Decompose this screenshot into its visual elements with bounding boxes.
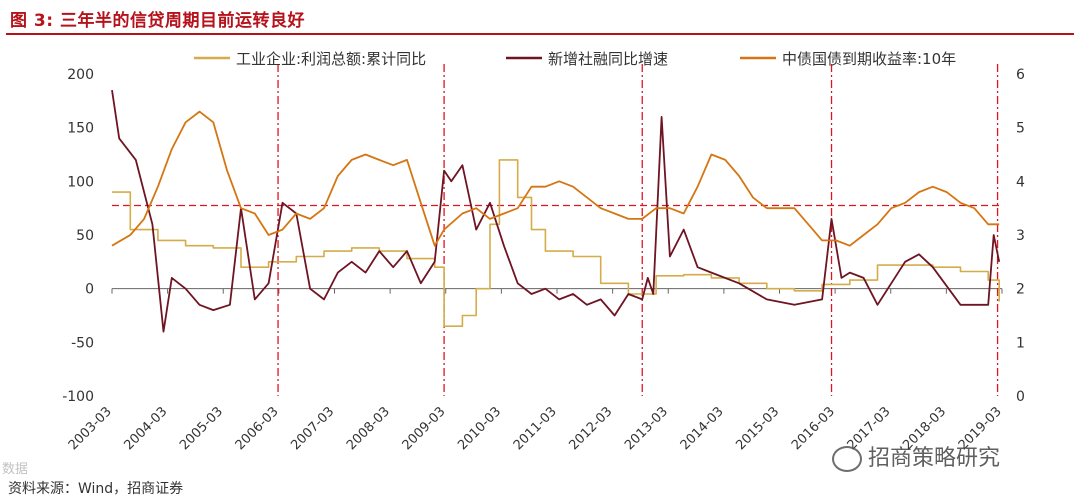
line-chart: -100 -50 0 50 100 150 200 0 1 2 3 4 5 6 2003-03 2004-03… xyxy=(62,50,1025,453)
left-axis-tick-label: -50 xyxy=(71,335,94,351)
left-axis-tick-label: 0 xyxy=(85,282,94,298)
x-axis-tick-label: 2003-03 xyxy=(66,404,115,453)
x-axis-tick-label: 2009-03 xyxy=(400,404,449,453)
x-axis-tick-label: 2007-03 xyxy=(288,404,337,453)
left-axis-tick-label: -100 xyxy=(62,389,94,405)
x-axis-tick-label: 2012-03 xyxy=(566,404,615,453)
right-axis-tick-label: 6 xyxy=(1016,67,1025,83)
x-axis-tick-label: 2014-03 xyxy=(678,404,727,453)
chart-area: -100 -50 0 50 100 150 200 0 1 2 3 4 5 6 2003-03 2004-03… xyxy=(0,36,1080,476)
x-axis-tick-label: 2011-03 xyxy=(511,404,560,453)
right-axis-tick-label: 0 xyxy=(1016,389,1025,405)
x-axis-tick-label: 2016-03 xyxy=(789,404,838,453)
series-line-social_financing xyxy=(111,89,1001,333)
x-axis-tick-label: 2008-03 xyxy=(344,404,393,453)
wechat-watermark: 招商策略研究 xyxy=(832,440,1000,472)
source-note: 资料来源：Wind，招商证券 xyxy=(8,481,184,497)
right-axis-tick-label: 5 xyxy=(1016,121,1025,137)
x-axis-tick-label: 2004-03 xyxy=(121,404,170,453)
x-axis-tick-label: 2015-03 xyxy=(733,404,782,453)
series-line-bond_yield xyxy=(111,110,1000,247)
corner-watermark: 数据 xyxy=(2,462,29,477)
left-axis-tick-label: 200 xyxy=(67,67,94,83)
right-axis-tick-label: 4 xyxy=(1016,174,1025,190)
x-axis-tick-label: 2005-03 xyxy=(177,404,226,453)
legend-label: 中债国债到期收益率:10年 xyxy=(782,50,956,68)
left-axis-tick-label: 150 xyxy=(67,121,94,137)
right-axis-tick-label: 3 xyxy=(1016,228,1025,244)
figure-title: 图 3: 三年半的信贷周期目前运转良好 xyxy=(10,11,305,31)
right-axis-tick-label: 1 xyxy=(1016,335,1025,351)
x-axis-tick-label: 2006-03 xyxy=(233,404,282,453)
right-axis-tick-label: 2 xyxy=(1016,282,1025,298)
legend-label: 工业企业:利润总额:累计同比 xyxy=(236,50,426,68)
title-divider xyxy=(6,33,1074,35)
legend-label: 新增社融同比增速 xyxy=(548,50,668,68)
x-axis-tick-label: 2013-03 xyxy=(622,404,671,453)
figure-title-bar: 图 3: 三年半的信贷周期目前运转良好 xyxy=(0,0,1080,35)
left-axis-tick-label: 100 xyxy=(67,174,94,190)
x-axis-tick-label: 2010-03 xyxy=(455,404,504,453)
series-line-profit xyxy=(112,159,1000,327)
wechat-icon xyxy=(832,446,862,472)
left-axis-tick-label: 50 xyxy=(76,228,94,244)
watermark-text: 招商策略研究 xyxy=(868,446,1001,471)
